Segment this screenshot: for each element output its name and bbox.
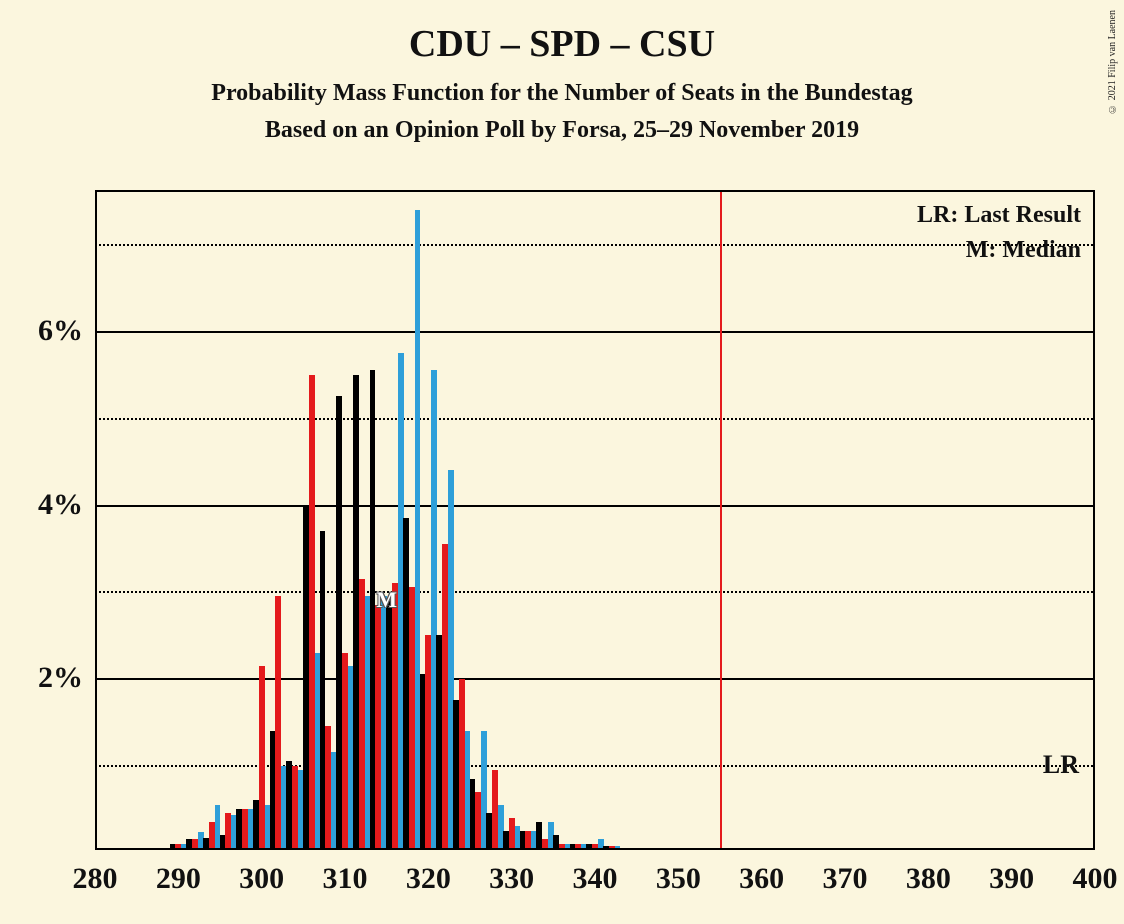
lr-label: LR — [1043, 750, 1079, 780]
copyright-text: © 2021 Filip van Laenen — [1107, 10, 1118, 114]
gridline-major — [95, 505, 1093, 507]
legend-m: M: Median — [917, 237, 1081, 264]
bar-blue — [615, 846, 621, 848]
x-tick-label: 380 — [906, 862, 951, 896]
x-tick-label: 360 — [739, 862, 784, 896]
y-tick-label: 2% — [38, 661, 83, 695]
x-tick-label: 310 — [323, 862, 368, 896]
gridline-major — [95, 678, 1093, 680]
x-tick-label: 330 — [489, 862, 534, 896]
median-marker: M — [376, 587, 397, 613]
lr-horizontal-line — [95, 765, 1093, 767]
plot-area: LR: Last Result M: Median 2%4%6%LR280290… — [95, 190, 1095, 850]
x-tick-label: 390 — [989, 862, 1034, 896]
x-tick-label: 350 — [656, 862, 701, 896]
lr-vertical-line — [720, 192, 722, 848]
x-tick-label: 370 — [823, 862, 868, 896]
x-tick-label: 290 — [156, 862, 201, 896]
chart-subtitle-1: Probability Mass Function for the Number… — [0, 80, 1124, 107]
legend-lr: LR: Last Result — [917, 202, 1081, 229]
y-tick-label: 6% — [38, 314, 83, 348]
gridline-minor — [95, 591, 1093, 593]
x-tick-label: 300 — [239, 862, 284, 896]
x-tick-label: 320 — [406, 862, 451, 896]
chart-subtitle-2: Based on an Opinion Poll by Forsa, 25–29… — [0, 117, 1124, 144]
gridline-major — [95, 331, 1093, 333]
gridline-minor — [95, 244, 1093, 246]
chart-title: CDU – SPD – CSU — [0, 22, 1124, 66]
gridline-minor — [95, 418, 1093, 420]
x-tick-label: 280 — [73, 862, 118, 896]
chart-container: © 2021 Filip van Laenen CDU – SPD – CSU … — [0, 0, 1124, 924]
y-tick-label: 4% — [38, 488, 83, 522]
legend: LR: Last Result M: Median — [917, 202, 1081, 272]
x-tick-label: 400 — [1073, 862, 1118, 896]
title-block: CDU – SPD – CSU Probability Mass Functio… — [0, 0, 1124, 144]
y-axis — [95, 192, 97, 848]
x-tick-label: 340 — [573, 862, 618, 896]
